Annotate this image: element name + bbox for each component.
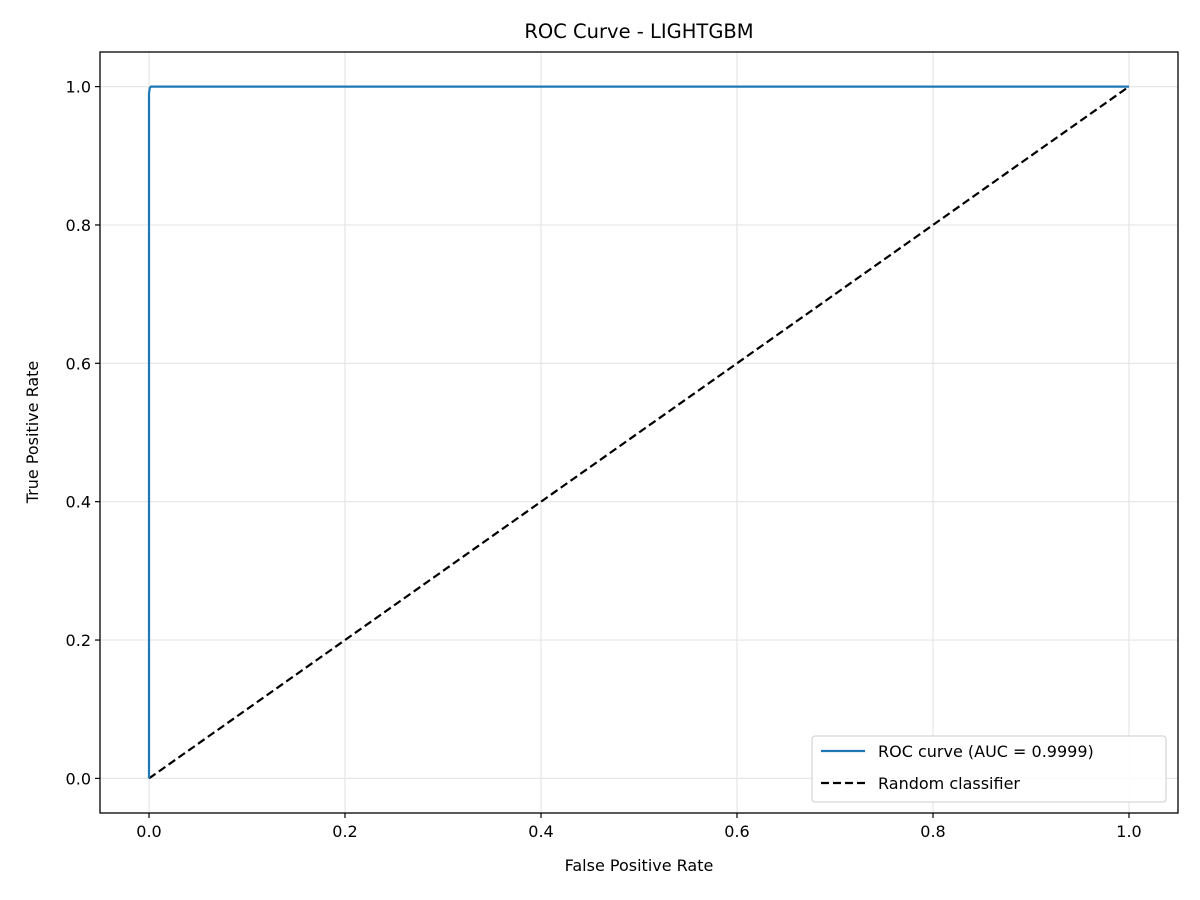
grid — [100, 52, 1178, 813]
y-tick-label: 1.0 — [66, 78, 91, 97]
x-tick-label: 0.4 — [528, 822, 553, 841]
series-line-roc-curve-auc-0-9999 — [147, 85, 1129, 779]
x-tick-label: 0.8 — [920, 822, 945, 841]
x-axis-label: False Positive Rate — [565, 856, 714, 875]
y-tick-label: 0.8 — [66, 216, 91, 235]
legend-label-random-classifier: Random classifier — [878, 774, 1020, 793]
series-layer — [147, 85, 1130, 780]
y-axis-label: True Positive Rate — [23, 361, 42, 505]
ticks: 0.0 0.2 0.4 0.6 0.8 1.0 0.0 0.2 0.4 0.6 0.8 1.0 — [66, 78, 1142, 841]
y-tick-label: 0.0 — [66, 769, 91, 788]
x-tick-label: 0.0 — [136, 822, 161, 841]
legend-box — [811, 735, 1167, 803]
x-tick-label: 0.6 — [724, 822, 749, 841]
y-tick-label: 0.4 — [66, 493, 91, 512]
y-tick-label: 0.2 — [66, 631, 91, 650]
legend-label-roc-curve: ROC curve (AUC = 0.9999) — [878, 742, 1094, 761]
plot-frame — [99, 51, 1179, 814]
x-tick-label: 0.2 — [332, 822, 357, 841]
legend: ROC curve (AUC = 0.9999) Random classifi… — [811, 735, 1167, 803]
series-line-random-classifier — [148, 85, 1130, 780]
chart-title: ROC Curve - LIGHTGBM — [524, 20, 753, 43]
y-tick-label: 0.6 — [66, 354, 91, 373]
x-tick-label: 1.0 — [1116, 822, 1141, 841]
